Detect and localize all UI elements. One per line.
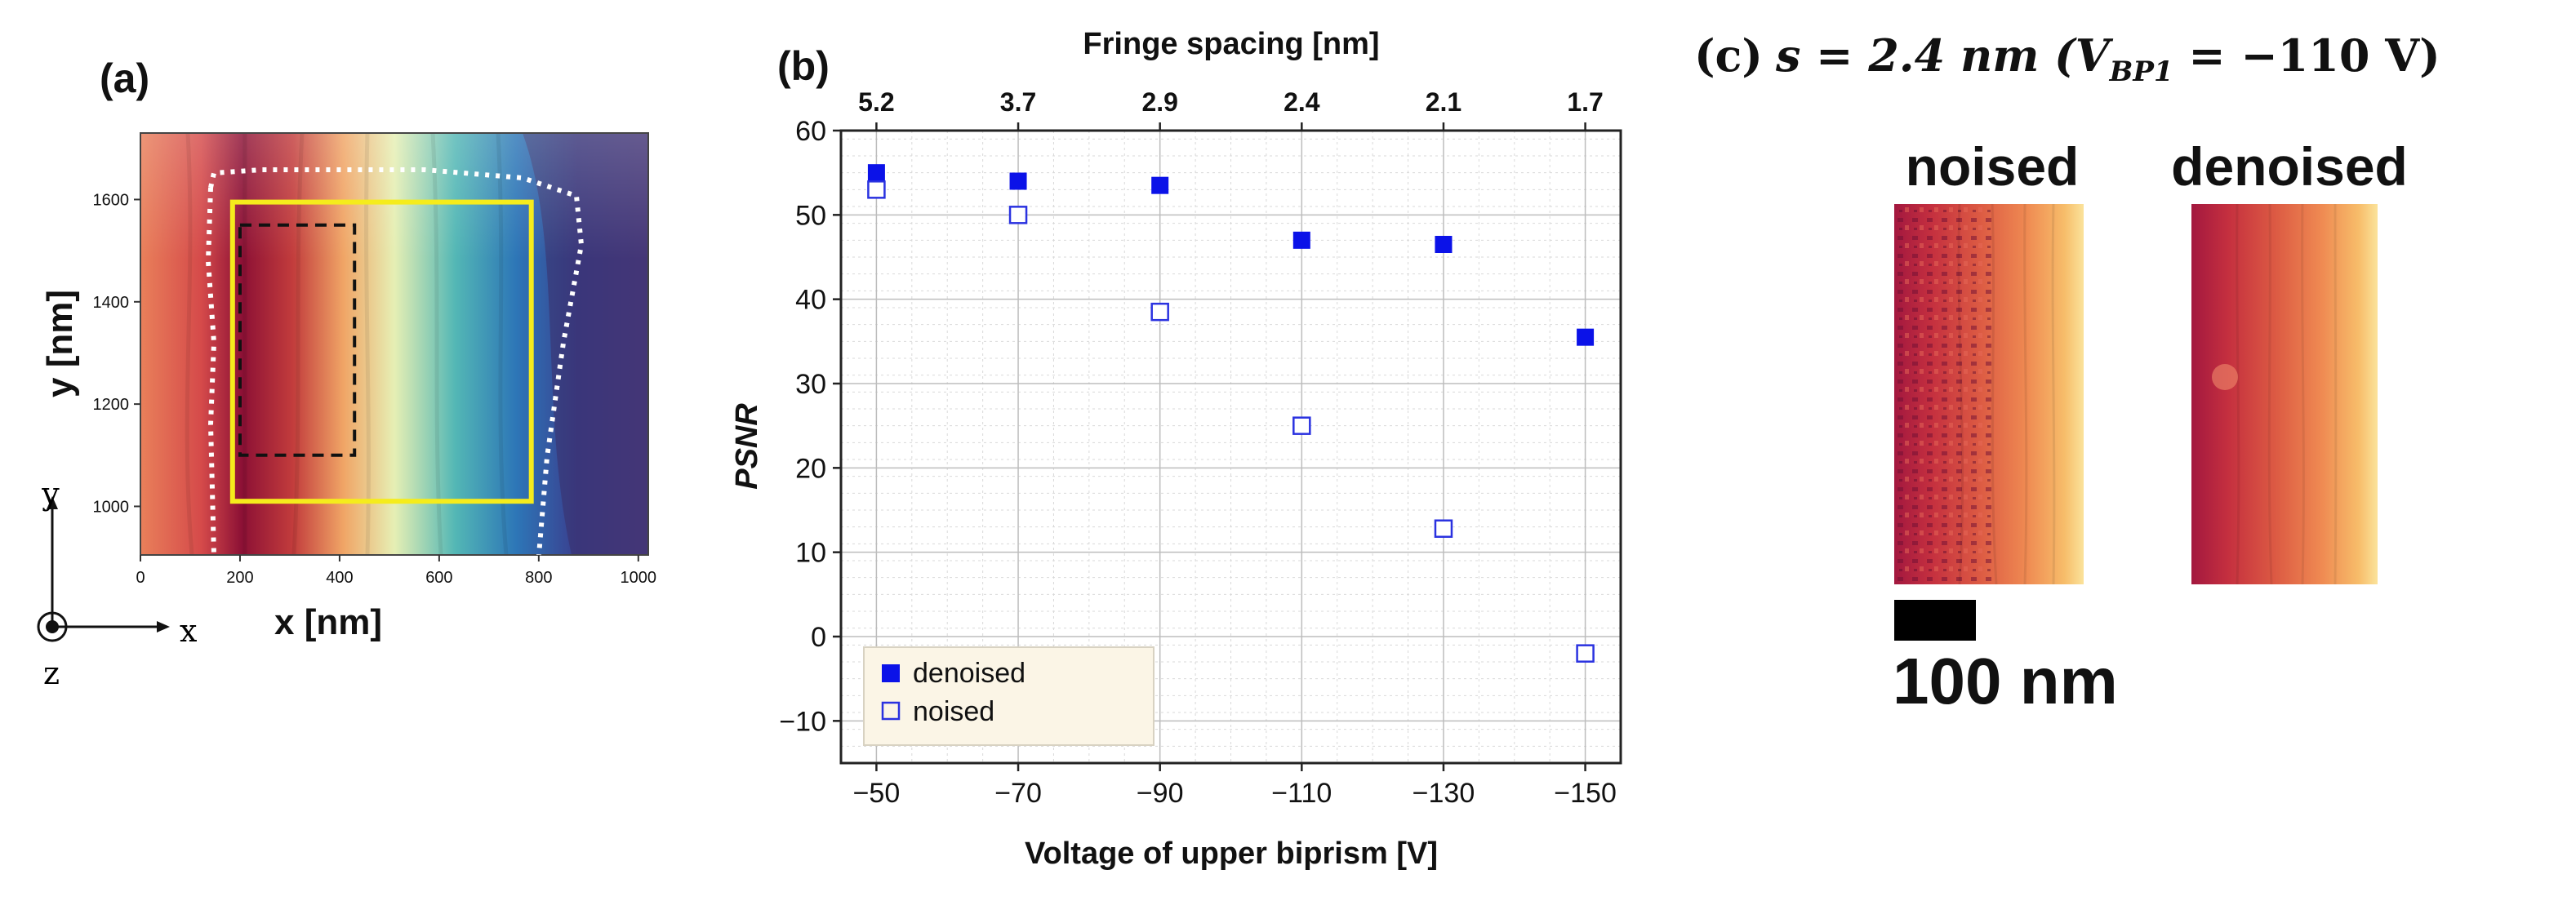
panel-a-ytick-label: 1600 xyxy=(93,191,130,209)
point-noised xyxy=(1292,416,1311,435)
roi-rectangle xyxy=(229,199,534,504)
panel-a-xtick-label: 800 xyxy=(525,569,552,587)
x-tick-label: −110 xyxy=(1271,778,1332,809)
panel-a-xlabel: x [nm] xyxy=(274,602,382,642)
minor-grid xyxy=(840,131,1622,764)
triad-x-label: x xyxy=(180,613,197,649)
top-tick-label: 1.7 xyxy=(1567,87,1603,117)
point-denoised xyxy=(1151,176,1169,194)
point-noised xyxy=(1008,206,1028,224)
legend-marker-noised xyxy=(881,701,901,721)
x-tick-label: −150 xyxy=(1554,778,1617,809)
phase-map xyxy=(140,133,648,555)
point-noised xyxy=(1150,302,1169,322)
dashed-roi-rectangle xyxy=(238,223,357,457)
panel-a-xtick-label: 400 xyxy=(326,569,353,587)
panel-a-ylabel: y [nm] xyxy=(40,290,80,397)
panel-c-title-sub: BP1 xyxy=(2109,55,2173,88)
panel-a-label: (a) xyxy=(100,55,149,101)
point-noised xyxy=(867,180,886,199)
y-tick-label: 20 xyxy=(795,453,826,484)
scale-bar-label: 100 nm xyxy=(1893,645,2118,717)
panel-b: (b) Fringe spacing [nm] −10 0 10 20 30 40 50 60… xyxy=(730,27,1622,871)
y-tick-label: 40 xyxy=(795,285,826,316)
point-denoised xyxy=(1009,172,1027,190)
panel-c-title-eq: s = 2.4 nm (V xyxy=(1775,29,2114,82)
x-axis-title: Voltage of upper biprism [V] xyxy=(1025,837,1438,871)
legend-marker-denoised xyxy=(882,664,900,682)
point-noised xyxy=(1576,644,1595,663)
data-points xyxy=(867,164,1595,663)
point-denoised xyxy=(867,164,885,182)
panel-a-xtick-label: 1000 xyxy=(621,569,657,587)
y-tick-label: 30 xyxy=(795,369,826,400)
panel-a-axes: 0 200 400 600 800 1000 1000 1200 1400 1600 xyxy=(93,191,657,587)
y-tick-label: 10 xyxy=(795,538,826,569)
y-axis-title: PSNR xyxy=(730,403,764,490)
legend-label-denoised: denoised xyxy=(913,658,1026,689)
point-denoised xyxy=(1577,328,1595,346)
top-tick-label: 2.4 xyxy=(1284,87,1320,117)
panel-c-title: (c) s = 2.4 nm (VBP1 = −110 V) xyxy=(1694,29,2440,88)
panel-c-title-tail: = −110 V) xyxy=(2173,29,2440,82)
panel-a-ytick-label: 1400 xyxy=(93,294,130,312)
top-axis-title: Fringe spacing [nm] xyxy=(1083,27,1379,61)
noised-image xyxy=(1894,203,2084,585)
legend: denoised noised xyxy=(863,646,1155,746)
triad-z-label: z xyxy=(43,655,60,691)
top-tick-label: 3.7 xyxy=(1000,87,1036,117)
axis-triad: y x z xyxy=(37,476,197,691)
y-tick-label: −10 xyxy=(779,706,826,737)
y-tick-label: 0 xyxy=(811,622,826,653)
panel-a-xtick-label: 600 xyxy=(425,569,452,587)
point-denoised xyxy=(1435,236,1453,253)
legend-label-noised: noised xyxy=(913,696,994,727)
panel-c: (c) s = 2.4 nm (VBP1 = −110 V) noised den… xyxy=(1694,29,2440,717)
top-tick-label: 2.1 xyxy=(1426,87,1462,117)
y-tick-label: 60 xyxy=(795,116,826,147)
panel-a: (a) 0 200 400 600 800 1000 1000 1200 1400 1600 x … xyxy=(37,55,657,691)
top-tick-label: 5.2 xyxy=(858,87,894,117)
point-denoised xyxy=(1292,231,1310,249)
panel-a-ytick-label: 1200 xyxy=(93,396,130,414)
denoised-image xyxy=(2191,203,2378,585)
panel-b-label: (b) xyxy=(777,43,830,89)
panel-a-xtick-label: 0 xyxy=(136,569,145,587)
x-tick-label: −130 xyxy=(1413,778,1475,809)
panel-a-xtick-label: 200 xyxy=(226,569,253,587)
x-tick-label: −50 xyxy=(853,778,901,809)
top-tick-label: 2.9 xyxy=(1141,87,1177,117)
panel-c-label: (c) xyxy=(1694,29,1763,82)
legend-box xyxy=(863,646,1155,746)
panel-a-ytick-label: 1000 xyxy=(93,498,130,516)
point-noised xyxy=(1434,519,1453,538)
plot-frame xyxy=(839,129,1622,765)
x-tick-label: −90 xyxy=(1137,778,1184,809)
scale-bar xyxy=(1894,600,1976,641)
y-tick-label: 50 xyxy=(795,200,826,231)
denoised-image-title: denoised xyxy=(2171,136,2408,197)
noised-image-title: noised xyxy=(1906,136,2080,197)
sample-boundary xyxy=(208,167,585,556)
panel-b-ticks: −10 0 10 20 30 40 50 60 −50 5.2 −70 3.7 −90 2.9 −110 2.… xyxy=(779,87,1617,809)
x-tick-label: −70 xyxy=(994,778,1042,809)
triad-y-label: y xyxy=(41,476,60,512)
